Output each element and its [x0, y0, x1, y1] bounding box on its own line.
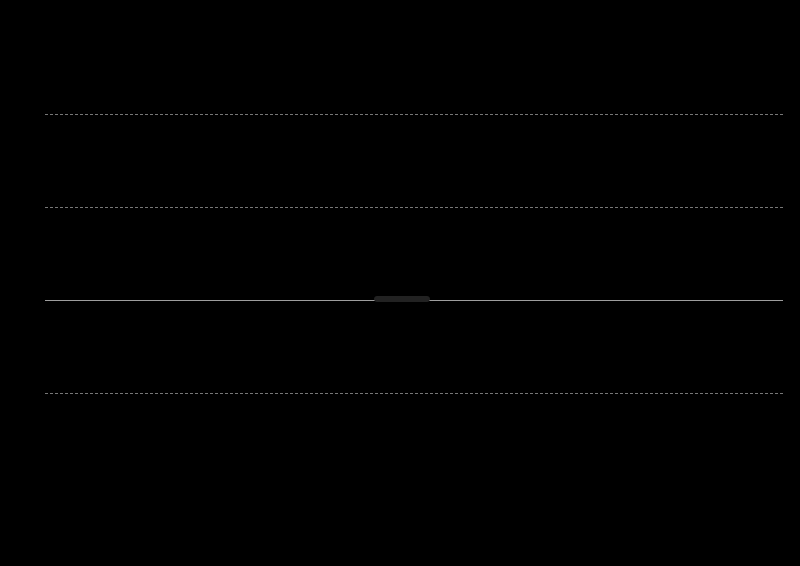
center-mark	[374, 296, 430, 302]
gridline	[45, 114, 783, 115]
gridline	[45, 207, 783, 208]
chart-canvas	[0, 0, 800, 566]
gridline	[45, 393, 783, 394]
